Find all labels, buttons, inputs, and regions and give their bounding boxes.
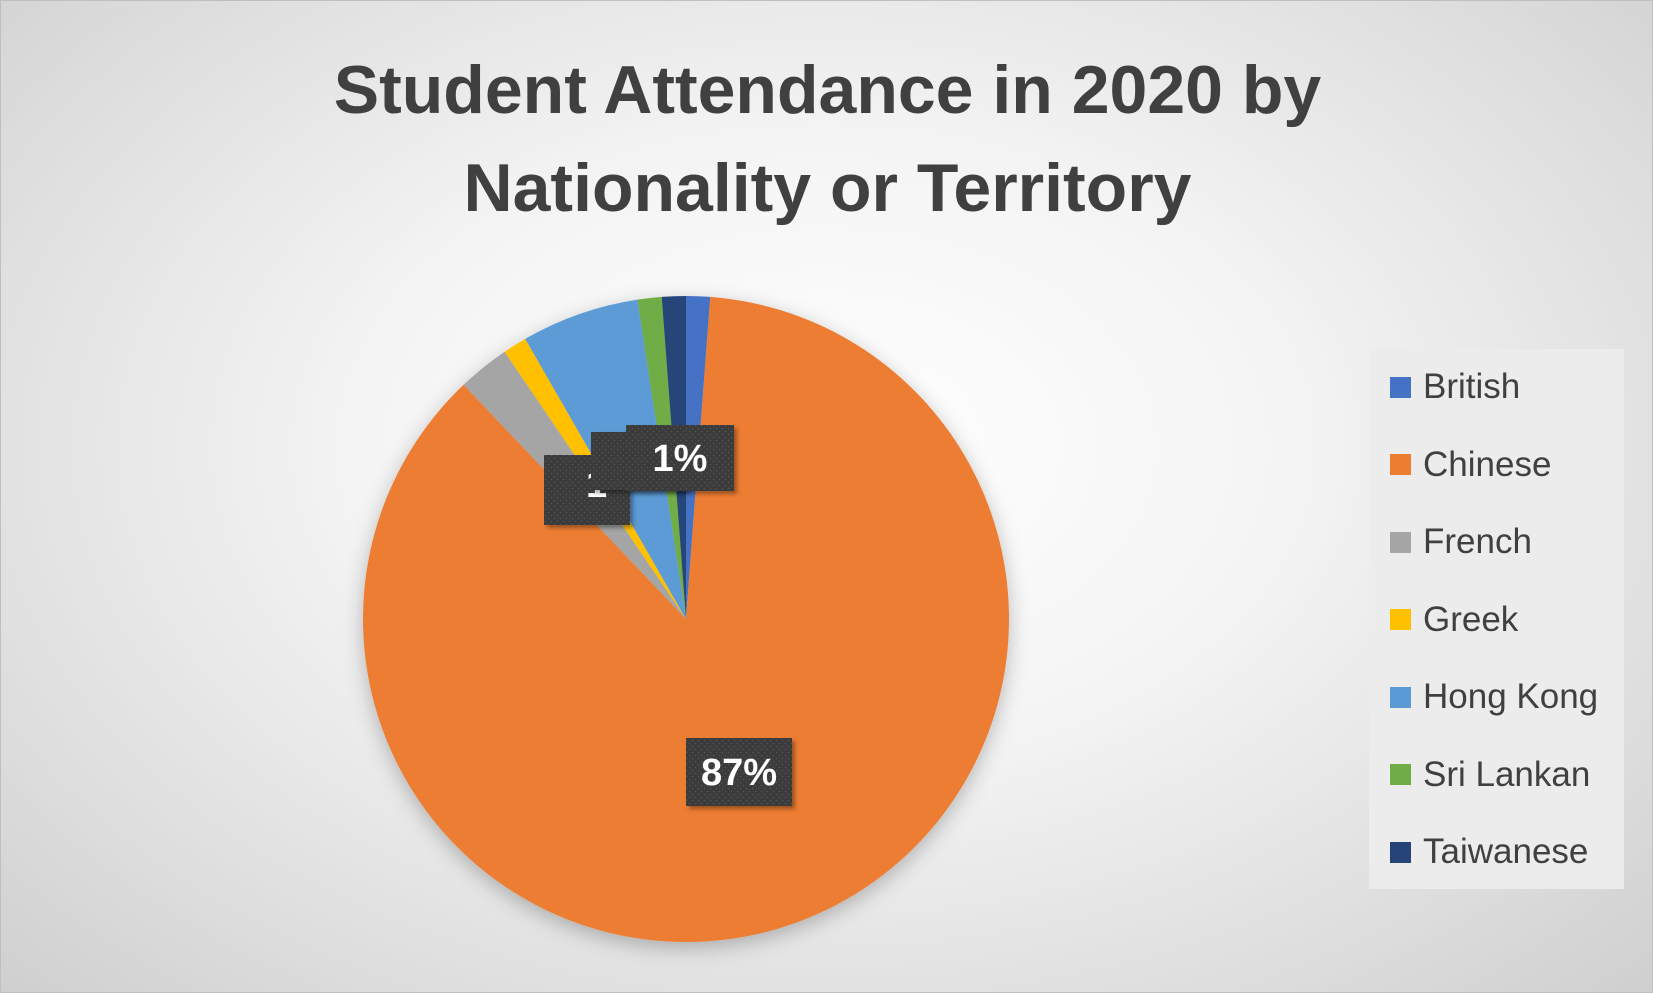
chart-title-line-1: Student Attendance in 2020 by: [333, 52, 1322, 128]
legend-label: Taiwanese: [1423, 832, 1589, 871]
legend-item-greek: Greek: [1390, 600, 1518, 640]
legend-swatch: [1390, 531, 1411, 553]
legend-item-sri-lankan: Sri Lankan: [1390, 755, 1590, 795]
pie-data-labels: 161%87%: [544, 425, 792, 806]
data-label-box: [686, 738, 792, 806]
legend-label: French: [1423, 522, 1532, 561]
legend-swatch: [1390, 841, 1411, 863]
data-label-british: 1%: [626, 425, 734, 491]
chart-title: Student Attendance in 2020 by Nationalit…: [1, 41, 1653, 237]
chart-legend: British Chinese French Greek Hong Kong Sri La…: [1369, 349, 1624, 889]
legend-label: Chinese: [1423, 444, 1552, 484]
legend-item-hong-kong: Hong Kong: [1390, 677, 1598, 717]
pie-slices: [363, 296, 1009, 942]
legend-label: Sri Lankan: [1423, 754, 1591, 794]
legend-item-chinese: Chinese: [1390, 445, 1551, 485]
legend-swatch: [1390, 454, 1411, 475]
legend-label: Hong Kong: [1423, 677, 1599, 716]
legend-item-taiwanese: Taiwanese: [1390, 832, 1588, 872]
pie-slice-chinese: [363, 296, 1009, 942]
legend-item-british: British: [1390, 367, 1520, 407]
data-label-text: 87%: [701, 752, 777, 794]
legend-item-french: French: [1390, 522, 1532, 562]
data-label-chinese: 87%: [686, 738, 792, 806]
data-label-box: [626, 425, 734, 491]
legend-swatch: [1390, 686, 1411, 708]
legend-swatch: [1390, 764, 1411, 785]
legend-swatch: [1390, 376, 1411, 398]
legend-swatch: [1390, 609, 1411, 630]
legend-label: Greek: [1423, 599, 1519, 639]
legend-label: British: [1423, 367, 1521, 406]
data-label-text: 1%: [653, 438, 708, 480]
chart-title-line-2: Nationality or Territory: [463, 150, 1192, 226]
